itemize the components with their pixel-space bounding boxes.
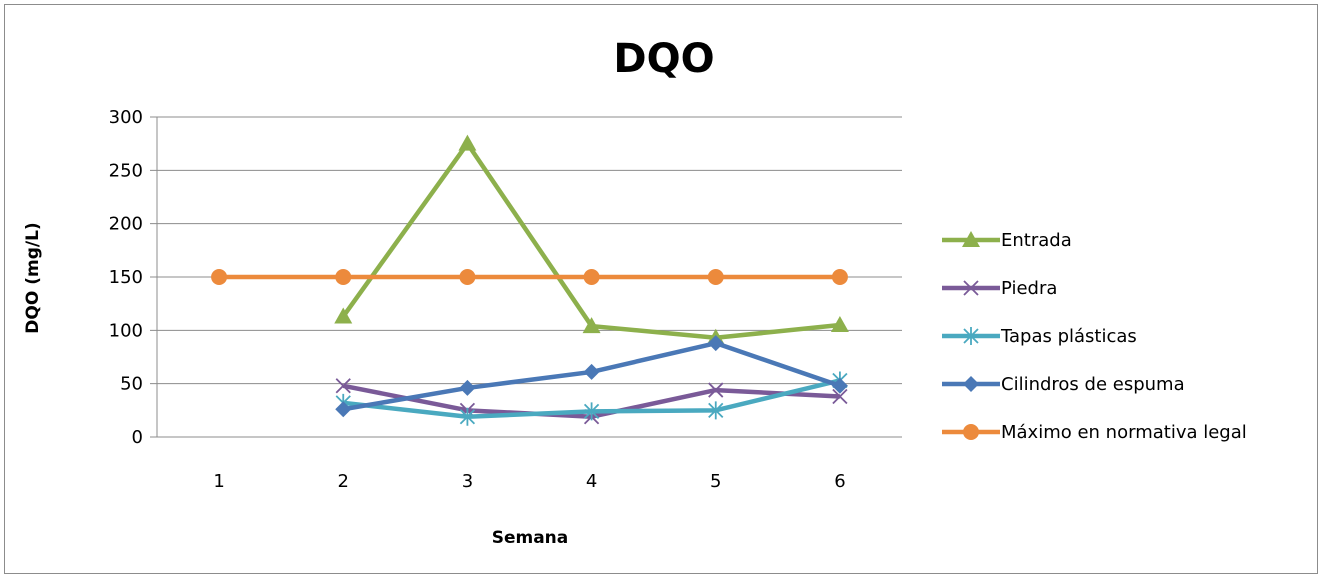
- legend: Entrada Piedra Tapas plásticas Cilindros de…: [942, 230, 1247, 443]
- data-point: [335, 378, 351, 394]
- legend-item: Máximo en normativa legal: [942, 422, 1247, 443]
- data-point: [963, 280, 979, 296]
- legend-item: Cilindros de espuma: [942, 374, 1185, 395]
- y-tick-label: 200: [109, 214, 143, 235]
- x-tick-label: 2: [338, 471, 349, 492]
- x-tick-label: 1: [213, 471, 224, 492]
- data-point: [708, 401, 724, 420]
- data-point: [459, 379, 476, 396]
- data-point: [582, 317, 601, 334]
- data-point: [458, 134, 477, 151]
- data-point: [708, 382, 724, 398]
- y-tick-label: 0: [132, 427, 143, 448]
- gridlines: [150, 116, 902, 438]
- data-point: [831, 377, 848, 394]
- series-entrada: [334, 134, 849, 345]
- x-axis-title: Semana: [492, 528, 569, 548]
- data-point: [963, 424, 979, 440]
- y-axis-title: DQO (mg/L): [23, 222, 43, 333]
- y-tick-label: 100: [109, 320, 143, 341]
- y-tick-label: 50: [120, 374, 143, 395]
- data-point: [962, 231, 980, 247]
- legend-item: Entrada: [942, 230, 1072, 251]
- data-point: [830, 316, 849, 332]
- data-point: [334, 307, 353, 324]
- data-point: [335, 401, 352, 418]
- legend-item: Tapas plásticas: [942, 326, 1137, 347]
- y-tick-label: 250: [109, 160, 143, 181]
- y-tick-label: 150: [109, 267, 143, 288]
- x-tick-label: 3: [462, 471, 473, 492]
- data-point: [459, 269, 476, 285]
- series-line: [341, 141, 841, 341]
- legend-label: Cilindros de espuma: [1001, 374, 1185, 395]
- data-point: [707, 269, 724, 285]
- legend-label: Piedra: [1001, 278, 1057, 299]
- x-tick-label: 5: [710, 471, 721, 492]
- chart-frame: [4, 4, 1318, 574]
- legend-label: Máximo en normativa legal: [1001, 422, 1247, 443]
- data-point: [583, 402, 600, 421]
- x-tick-label: 4: [586, 471, 597, 492]
- data-point: [963, 376, 979, 392]
- data-point: [583, 363, 600, 380]
- data-point: [335, 269, 352, 285]
- series-group: [211, 134, 849, 426]
- data-point: [831, 269, 848, 285]
- data-point: [832, 388, 848, 405]
- series-cilindros-de-espuma: [335, 335, 848, 418]
- series-m-ximo-en-normativa-legal: [211, 269, 848, 285]
- data-point: [211, 269, 228, 285]
- data-point: [459, 407, 476, 426]
- data-point: [707, 335, 724, 352]
- y-tick-label: 300: [109, 107, 143, 128]
- y-tick-labels: 0 50 100 150 200 250 300: [109, 107, 143, 448]
- data-point: [583, 269, 600, 285]
- chart-title: DQO: [613, 36, 714, 82]
- x-tick-label: 6: [834, 471, 845, 492]
- legend-label: Entrada: [1001, 230, 1072, 251]
- legend-item: Piedra: [942, 278, 1057, 299]
- x-tick-labels: 1 2 3 4 5 6: [213, 471, 845, 492]
- legend-label: Tapas plásticas: [1000, 326, 1137, 347]
- data-point: [963, 327, 979, 345]
